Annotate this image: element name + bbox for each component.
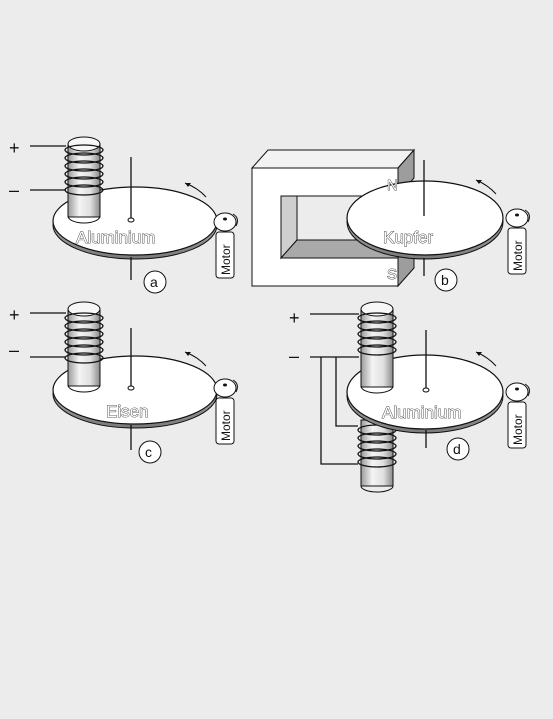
coil-a-bottom: [67, 215, 101, 224]
pole-south-b: S: [387, 266, 397, 283]
motor-label-a: Motor: [219, 244, 233, 275]
wire-d-loop: [320, 357, 358, 465]
coil-d-lower-core: [360, 419, 394, 487]
motor-b: Motor: [505, 208, 530, 275]
disk-b: [346, 180, 504, 256]
tag-d: d: [453, 441, 461, 457]
minus-sign-c: –: [9, 340, 19, 360]
coil-d-upper-top: [360, 301, 394, 317]
disk-label-d: Aluminium: [382, 403, 461, 422]
minus-sign-a: –: [9, 180, 19, 200]
coil-a-core: [67, 143, 101, 218]
panel-c: + – Eisen Motor c: [9, 301, 238, 464]
panel-b: N S Kupfer Motor b: [250, 148, 530, 292]
pole-north-b: N: [387, 177, 398, 194]
tag-circle-d: [446, 437, 470, 461]
magnet-b-top: [250, 149, 416, 169]
coil-c-windings: [64, 312, 104, 364]
plus-sign-c: +: [9, 305, 20, 325]
motor-label-c: Motor: [219, 410, 233, 441]
minus-sign-d: –: [289, 346, 299, 366]
tag-b: b: [441, 272, 449, 288]
motor-d: Motor: [505, 382, 530, 449]
tag-circle-a: [143, 270, 167, 294]
plus-sign-d: +: [289, 308, 300, 328]
disk-label-a: Aluminium: [76, 228, 155, 247]
coil-c-top: [67, 301, 101, 317]
disk-label-c: Eisen: [106, 402, 149, 421]
coil-a-top: [67, 136, 101, 152]
motor-c: Motor: [213, 378, 238, 445]
tag-a: a: [150, 274, 158, 290]
tag-c: c: [145, 444, 152, 460]
tag-circle-c: [138, 440, 162, 464]
panel-a: + – Aluminium Motor a: [9, 136, 238, 294]
plus-sign-a: +: [9, 138, 20, 158]
panel-d: + – Aluminium Motor d: [289, 301, 530, 493]
coil-d-upper-windings: [357, 312, 397, 356]
disk-label-b: Kupfer: [383, 228, 433, 247]
motor-label-d: Motor: [511, 414, 525, 445]
wire-d-link: [335, 357, 358, 427]
motor-a: Motor: [213, 212, 238, 279]
axle-a-hub: [127, 217, 135, 223]
tag-circle-b: [434, 268, 458, 292]
motor-label-b: Motor: [511, 240, 525, 271]
